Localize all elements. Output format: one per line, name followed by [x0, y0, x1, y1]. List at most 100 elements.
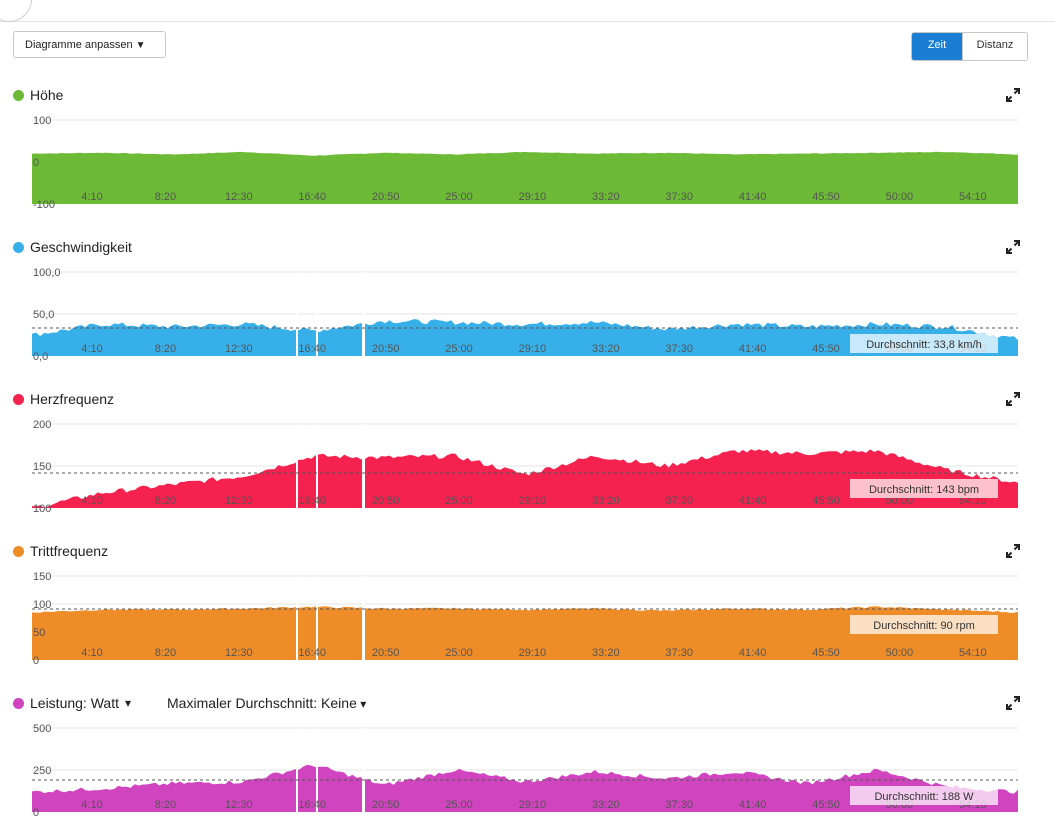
- chart-title-power[interactable]: Leistung: Watt ▾ Maximaler Durchschnitt: …: [13, 695, 366, 711]
- max-average-dropdown[interactable]: Maximaler Durchschnitt: Keine ▾: [167, 695, 366, 711]
- data-gap: [296, 728, 298, 812]
- expand-icon[interactable]: [1006, 696, 1020, 710]
- legend-dot-icon: [13, 89, 24, 101]
- legend-dot-icon: [13, 545, 24, 557]
- data-gap: [362, 272, 365, 356]
- x-tick-label: 45:50: [812, 343, 840, 355]
- expand-icon[interactable]: [1006, 544, 1020, 558]
- chart-speed[interactable]: 100,0 50,0 0,0 4:10 8:20 12:30 16:40 20:50 25:00…: [0, 232, 1055, 384]
- average-label: Durchschnitt: 188 W: [874, 791, 974, 803]
- x-tick-label: 54:10: [959, 191, 987, 203]
- average-label-box: [850, 786, 998, 805]
- chart-title-text: Herzfrequenz: [30, 391, 115, 407]
- average-label-box: [850, 334, 998, 353]
- chart-panel-cadence: Trittfrequenz 150 100 50 0 4:10 8:20 12:30 16:40…: [0, 536, 1055, 688]
- x-axis-toggle: Zeit Distanz: [911, 32, 1028, 61]
- x-tick-label: 29:10: [519, 191, 547, 203]
- chart-title-text: Trittfrequenz: [30, 543, 109, 559]
- y-tick-label: 0: [33, 655, 39, 667]
- y-tick-label: -100: [33, 199, 55, 211]
- x-tick-label: 37:30: [665, 799, 693, 811]
- data-area-elevation: [32, 151, 1018, 204]
- x-tick-label: 33:20: [592, 343, 620, 355]
- chart-heartrate[interactable]: 200 150 100 4:10 8:20 12:30 16:40 20:50 25:00 29:…: [0, 384, 1055, 536]
- legend-dot-icon: [13, 241, 24, 253]
- x-tick-label: 33:20: [592, 647, 620, 659]
- x-tick-label: 41:40: [739, 343, 767, 355]
- caret-down-icon: ▾: [356, 697, 367, 711]
- toggle-distance-button[interactable]: Distanz: [962, 33, 1027, 60]
- chart-panel-elevation: Höhe 100 0 -100 4:10 8:20 12:30 16:40 20:50 25:00…: [0, 80, 1055, 232]
- chart-cadence[interactable]: 150 100 50 0 4:10 8:20 12:30 16:40 20:50 25:00 29:…: [0, 536, 1055, 688]
- data-gap: [316, 728, 318, 812]
- x-tick-label: 25:00: [445, 495, 473, 507]
- y-tick-label: 0: [33, 807, 39, 819]
- data-area-power: [32, 764, 1018, 812]
- data-area-heartrate: [32, 449, 1018, 508]
- x-tick-label: 45:50: [812, 647, 840, 659]
- expand-icon[interactable]: [1006, 88, 1020, 102]
- x-tick-label: 25:00: [445, 647, 473, 659]
- legend-dot-icon: [13, 393, 24, 405]
- x-tick-label: 33:20: [592, 799, 620, 811]
- expand-icon[interactable]: [1006, 240, 1020, 254]
- x-tick-label: 12:30: [225, 495, 253, 507]
- x-tick-label: 8:20: [155, 343, 176, 355]
- chart-title-text: Leistung: Watt: [30, 695, 119, 711]
- x-tick-label: 16:40: [298, 799, 326, 811]
- x-tick-label: 20:50: [372, 647, 400, 659]
- x-tick-label: 8:20: [155, 799, 176, 811]
- x-tick-label: 8:20: [155, 647, 176, 659]
- x-tick-label: 4:10: [81, 343, 102, 355]
- x-tick-label: 29:10: [519, 799, 547, 811]
- expand-icon[interactable]: [1006, 392, 1020, 406]
- x-tick-label: 16:40: [298, 343, 326, 355]
- y-tick-label: 100: [33, 599, 51, 611]
- legend-dot-icon: [13, 697, 24, 709]
- chart-power[interactable]: 500 250 0 4:10 8:20 12:30 16:40 20:50 25:00 29:10…: [0, 688, 1055, 840]
- x-tick-label: 45:50: [812, 799, 840, 811]
- y-tick-label: 50,0: [33, 309, 54, 321]
- average-label: Durchschnitt: 143 bpm: [869, 484, 979, 496]
- back-button[interactable]: [0, 0, 32, 22]
- x-tick-label: 37:30: [665, 495, 693, 507]
- y-tick-label: 250: [33, 765, 51, 777]
- y-tick-label: 0,0: [33, 351, 48, 363]
- chart-panel-speed: Geschwindigkeit 100,0 50,0 0,0 4:10 8:20 12:30…: [0, 232, 1055, 384]
- caret-down-icon: ▼: [135, 40, 146, 51]
- x-tick-label: 25:00: [445, 799, 473, 811]
- x-tick-label: 37:30: [665, 191, 693, 203]
- chart-title-cadence: Trittfrequenz: [13, 543, 108, 559]
- x-tick-label: 4:10: [81, 495, 102, 507]
- toggle-time-button[interactable]: Zeit: [912, 33, 962, 60]
- data-gap: [296, 424, 298, 508]
- y-tick-label: 200: [33, 419, 51, 431]
- x-tick-label: 16:40: [298, 191, 326, 203]
- x-tick-label: 25:00: [445, 191, 473, 203]
- x-tick-label: 29:10: [519, 647, 547, 659]
- x-tick-label: 20:50: [372, 495, 400, 507]
- x-tick-label: 37:30: [665, 343, 693, 355]
- y-tick-label: 500: [33, 723, 51, 735]
- x-tick-label: 41:40: [739, 191, 767, 203]
- average-label-box: [850, 479, 998, 498]
- chart-title-speed: Geschwindigkeit: [13, 239, 132, 255]
- x-tick-label: 8:20: [155, 495, 176, 507]
- x-tick-label: 54:10: [959, 647, 987, 659]
- chart-panel-heartrate: Herzfrequenz 200 150 100 4:10 8:20 12:30 16:40 2…: [0, 384, 1055, 536]
- customize-charts-dropdown[interactable]: Diagramme anpassen ▼: [13, 31, 166, 58]
- x-tick-label: 50:00: [886, 647, 914, 659]
- y-tick-label: 100: [33, 503, 51, 515]
- x-tick-label: 29:10: [519, 495, 547, 507]
- y-tick-label: 150: [33, 571, 51, 583]
- x-tick-label: 20:50: [372, 343, 400, 355]
- x-tick-label: 50:00: [886, 191, 914, 203]
- x-tick-label: 33:20: [592, 191, 620, 203]
- average-label: Durchschnitt: 90 rpm: [873, 620, 974, 632]
- average-label: Durchschnitt: 33,8 km/h: [866, 339, 982, 351]
- x-tick-label: 45:50: [812, 495, 840, 507]
- y-tick-label: 100: [33, 115, 51, 127]
- data-gap: [296, 576, 298, 660]
- x-tick-label: 4:10: [81, 647, 102, 659]
- chart-elevation[interactable]: 100 0 -100 4:10 8:20 12:30 16:40 20:50 25:00 29:1…: [0, 80, 1055, 232]
